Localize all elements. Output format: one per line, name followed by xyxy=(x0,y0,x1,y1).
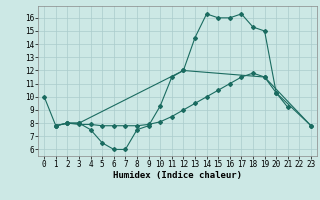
X-axis label: Humidex (Indice chaleur): Humidex (Indice chaleur) xyxy=(113,171,242,180)
